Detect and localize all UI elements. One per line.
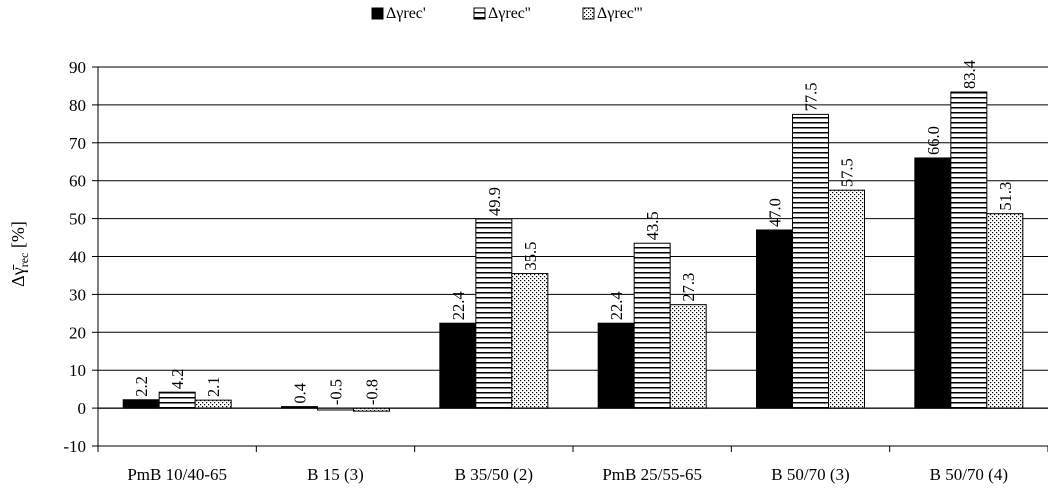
bar — [439, 322, 477, 409]
y-tick-label: 40 — [69, 248, 86, 267]
data-label: 22.4 — [449, 291, 468, 320]
x-tick-label: B 15 (3) — [307, 465, 364, 484]
y-tick-label: 20 — [69, 323, 86, 342]
y-tick-label: 50 — [69, 210, 86, 229]
data-label: 77.5 — [802, 83, 821, 112]
legend-swatch — [473, 7, 486, 20]
bar — [756, 229, 793, 409]
bar — [194, 399, 232, 409]
data-label: 49.9 — [485, 187, 504, 216]
data-label: 27.3 — [679, 273, 698, 302]
legend-label: Δγrec'' — [488, 5, 531, 22]
gridlines — [98, 66, 1048, 447]
data-label: 2.1 — [204, 377, 223, 398]
x-tick-label: B 50/70 (3) — [771, 465, 849, 484]
y-axis-label: Δγ̄rec [%] — [8, 221, 31, 287]
bar — [475, 218, 513, 409]
data-label: 0.4 — [291, 383, 310, 404]
bar — [669, 304, 707, 409]
data-label: 22.4 — [607, 291, 626, 320]
data-label: 4.2 — [168, 369, 187, 390]
bars — [122, 91, 1024, 412]
bar — [122, 399, 160, 409]
data-label: 35.5 — [521, 242, 540, 271]
bar — [792, 113, 829, 409]
data-label: -0.8 — [363, 379, 382, 405]
legend-swatch — [371, 7, 384, 20]
y-tick-label: 70 — [69, 134, 86, 153]
y-axis-label-main: Δγ̄ — [8, 264, 28, 287]
y-tick-label: 0 — [78, 399, 87, 418]
bar — [633, 242, 671, 409]
bar — [597, 322, 635, 409]
axes: -10 0 10 20 30 40 50 60 70 80 90 PmB 10/40-65 B 15 (… — [63, 58, 1048, 484]
legend-swatch — [582, 7, 595, 20]
data-label: 47.0 — [766, 198, 785, 227]
x-tick-label: B 50/70 (4) — [930, 465, 1008, 484]
bar — [986, 213, 1024, 409]
legend: Δγrec' Δγrec'' Δγrec''' — [371, 5, 643, 22]
y-tick-label: 60 — [69, 172, 86, 191]
y-axis-label-unit: [%] — [8, 221, 28, 252]
x-tick-label: PmB 25/55-65 — [602, 465, 702, 484]
legend-label: Δγrec''' — [597, 5, 643, 22]
y-tick-label: 10 — [69, 361, 86, 380]
data-label: 66.0 — [924, 126, 943, 155]
y-tick-label: -10 — [63, 437, 86, 456]
legend-label: Δγrec' — [386, 5, 426, 22]
x-tick-label: B 35/50 (2) — [455, 465, 533, 484]
y-tick-label: 80 — [69, 96, 86, 115]
data-label: 57.5 — [838, 158, 857, 187]
data-label: 51.3 — [996, 182, 1015, 211]
data-label: 2.2 — [132, 376, 151, 397]
bar — [950, 91, 988, 409]
y-tick-label: 30 — [69, 285, 86, 304]
bar — [511, 273, 549, 409]
bar — [828, 189, 865, 409]
y-tick-label: 90 — [69, 58, 86, 77]
data-label: -0.5 — [327, 379, 346, 405]
x-tick-label: PmB 10/40-65 — [127, 465, 227, 484]
y-axis-label-sub: rec — [17, 253, 31, 268]
data-label: 83.4 — [960, 60, 979, 89]
data-labels: 2.2 0.4 22.4 22.4 47.0 66.0 4.2 -0.5 49.9 43.5 77.… — [132, 60, 1015, 405]
bar — [158, 391, 196, 409]
data-label: 43.5 — [643, 211, 662, 240]
bar — [914, 157, 952, 409]
